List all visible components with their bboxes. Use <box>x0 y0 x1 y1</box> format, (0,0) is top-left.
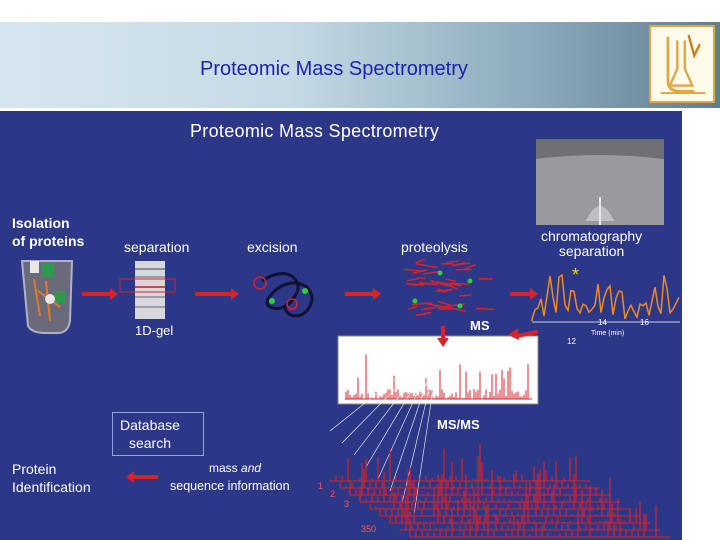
peptide-fragment <box>459 294 472 297</box>
peptide-fragment <box>405 282 424 286</box>
msms-connector <box>353 342 441 456</box>
peptide-fragment <box>415 263 438 269</box>
label-sequence-information: sequence information <box>170 479 290 493</box>
chromatography-column-image <box>536 139 664 225</box>
spectrum-index-label: 350 <box>361 524 377 534</box>
peptide-fragment <box>445 278 457 283</box>
peptide-fragment <box>412 269 428 275</box>
msms-connector <box>413 342 441 516</box>
peptide-marker <box>457 303 463 309</box>
peptide-marker <box>467 278 473 284</box>
time-tick: 16 <box>640 318 649 327</box>
peptide-marker <box>437 270 443 276</box>
label-chromatography: chromatography separation <box>541 228 643 259</box>
peptide-fragment <box>429 279 440 285</box>
slide-title: Proteomic Mass Spectrometry <box>200 58 468 80</box>
peptide-fragment <box>415 258 425 264</box>
arrow-to-chromatography <box>510 288 538 300</box>
time-axis-label: Time (min) <box>591 330 625 337</box>
peptide-fragment <box>420 306 436 311</box>
msms-connector <box>377 342 441 480</box>
peptide-fragment <box>450 282 469 286</box>
peptide-fragment <box>403 268 422 272</box>
diagram-title: Proteomic Mass Spectrometry <box>190 121 440 141</box>
peptide-fragment <box>446 260 459 264</box>
right-margin-strip <box>682 111 720 540</box>
slide-header: Proteomic Mass Spectrometry <box>0 22 720 108</box>
spectrum-index-label: 3 <box>344 499 350 509</box>
msms-connector <box>341 342 441 444</box>
label-ms: MS <box>470 318 490 333</box>
gel-illustration <box>119 261 176 319</box>
label-isolation: Isolation of proteins <box>12 215 85 249</box>
chromatogram-trace <box>531 273 680 323</box>
database-search-box <box>112 412 204 456</box>
peptide-fragment <box>476 307 495 311</box>
peptide-fragment <box>435 288 454 293</box>
spectrum-index-label: 2 <box>330 489 336 499</box>
label-proteolysis: proteolysis <box>401 239 468 255</box>
peptide-fragment <box>419 281 437 286</box>
workflow-graphics: * <box>20 139 680 538</box>
label-protein-identification: Protein Identification <box>12 461 91 495</box>
peptide-fragments-illustration <box>403 258 495 316</box>
peptide-fragment <box>454 308 467 313</box>
label-1d-gel: 1D-gel <box>135 323 174 338</box>
lab-glassware-logo-icon <box>649 25 715 103</box>
peptide-fragment <box>407 305 418 311</box>
cell-illustration <box>20 260 74 334</box>
peptide-fragment <box>448 284 459 290</box>
msms-connector <box>365 342 441 468</box>
arrow-ms-down <box>437 326 449 347</box>
arrow-to-protein-id <box>126 471 158 483</box>
label-msms: MS/MS <box>437 417 480 432</box>
peptide-fragment <box>416 276 426 280</box>
spectrum-index-label: 1 <box>318 481 324 491</box>
time-tick: 12 <box>567 337 576 346</box>
highlight-asterisk: * <box>572 265 579 285</box>
peptide-marker <box>412 298 418 304</box>
msms-connector <box>329 342 441 432</box>
arrow-to-ms <box>508 328 539 340</box>
protein-tangle-illustration <box>253 272 314 318</box>
msms-spectra-stack <box>329 342 670 538</box>
peptide-fragment <box>411 301 433 306</box>
workflow-arrows <box>82 288 539 483</box>
chromatogram-line <box>531 273 680 321</box>
peptide-fragment <box>437 281 453 286</box>
workflow-diagram-panel: * Proteomic Mass Spectrometry Isolation o… <box>0 111 682 540</box>
peptide-fragment <box>437 300 452 306</box>
peptide-fragment <box>451 261 466 267</box>
time-tick: 14 <box>598 318 607 327</box>
arrow-to-gel <box>82 288 118 300</box>
arrow-to-proteolysis <box>345 288 381 300</box>
label-database-search: Database search <box>120 417 180 451</box>
peptide-fragment <box>407 278 419 282</box>
arrow-to-excision <box>195 288 239 300</box>
peptide-fragment <box>440 283 449 287</box>
label-excision: excision <box>247 239 298 255</box>
label-separation: separation <box>124 239 190 255</box>
peptide-fragment <box>464 263 476 270</box>
msms-connector <box>389 342 441 492</box>
label-mass-and: mass and <box>209 461 262 475</box>
peptide-fragment <box>423 311 432 315</box>
